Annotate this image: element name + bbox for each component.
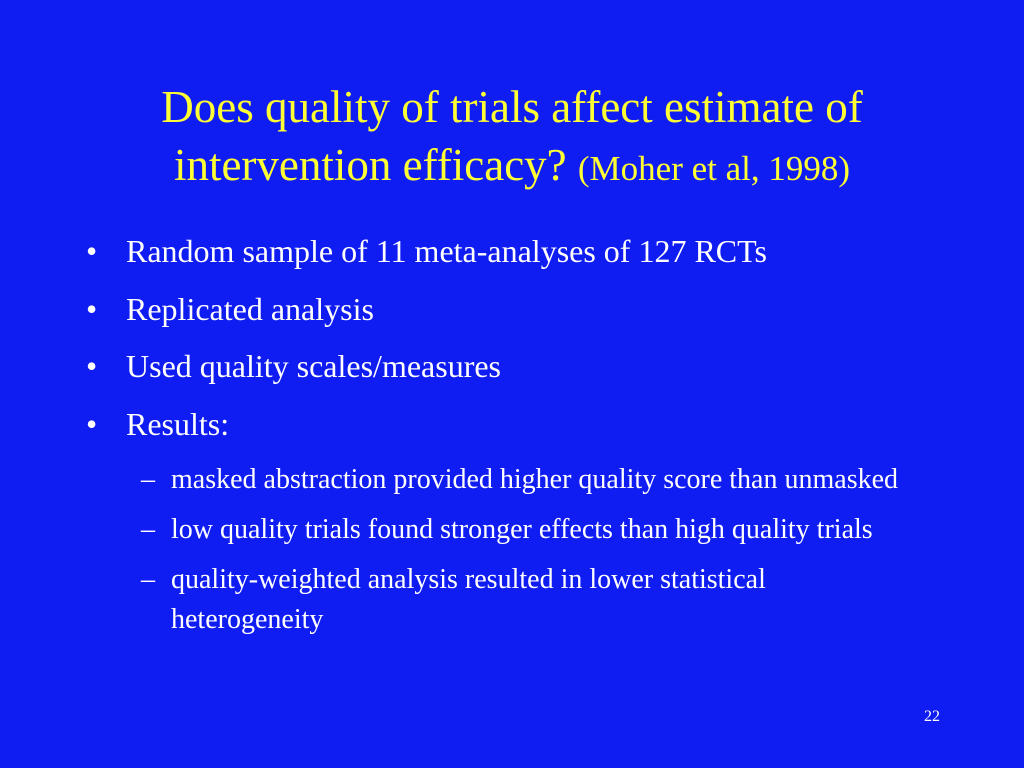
bullet: Random sample of 11 meta-analyses of 127…: [84, 232, 767, 270]
sub-bullet: quality-weighted analysis resulted in lo…: [141, 560, 911, 640]
bullet-list: Random sample of 11 meta-analyses of 127…: [84, 232, 767, 462]
slide-title: Does quality of trials affect estimate o…: [0, 78, 1024, 198]
title-line: Does quality of trials affect estimate o…: [161, 82, 863, 132]
sub-bullet: masked abstraction provided higher quali…: [141, 460, 911, 500]
title-line-text: intervention efficacy?: [173, 140, 567, 190]
sub-bullet: low quality trials found stronger effect…: [141, 510, 911, 550]
bullet: Results:: [84, 405, 767, 443]
bullet: Replicated analysis: [84, 290, 767, 328]
title-citation: (Moher et al, 1998): [577, 149, 851, 188]
sub-bullet-list: masked abstraction provided higher quali…: [141, 460, 911, 650]
bullet: Used quality scales/measures: [84, 347, 767, 385]
title-line: intervention efficacy? (Moher et al, 199…: [0, 136, 1024, 198]
page-number: 22: [924, 708, 940, 725]
